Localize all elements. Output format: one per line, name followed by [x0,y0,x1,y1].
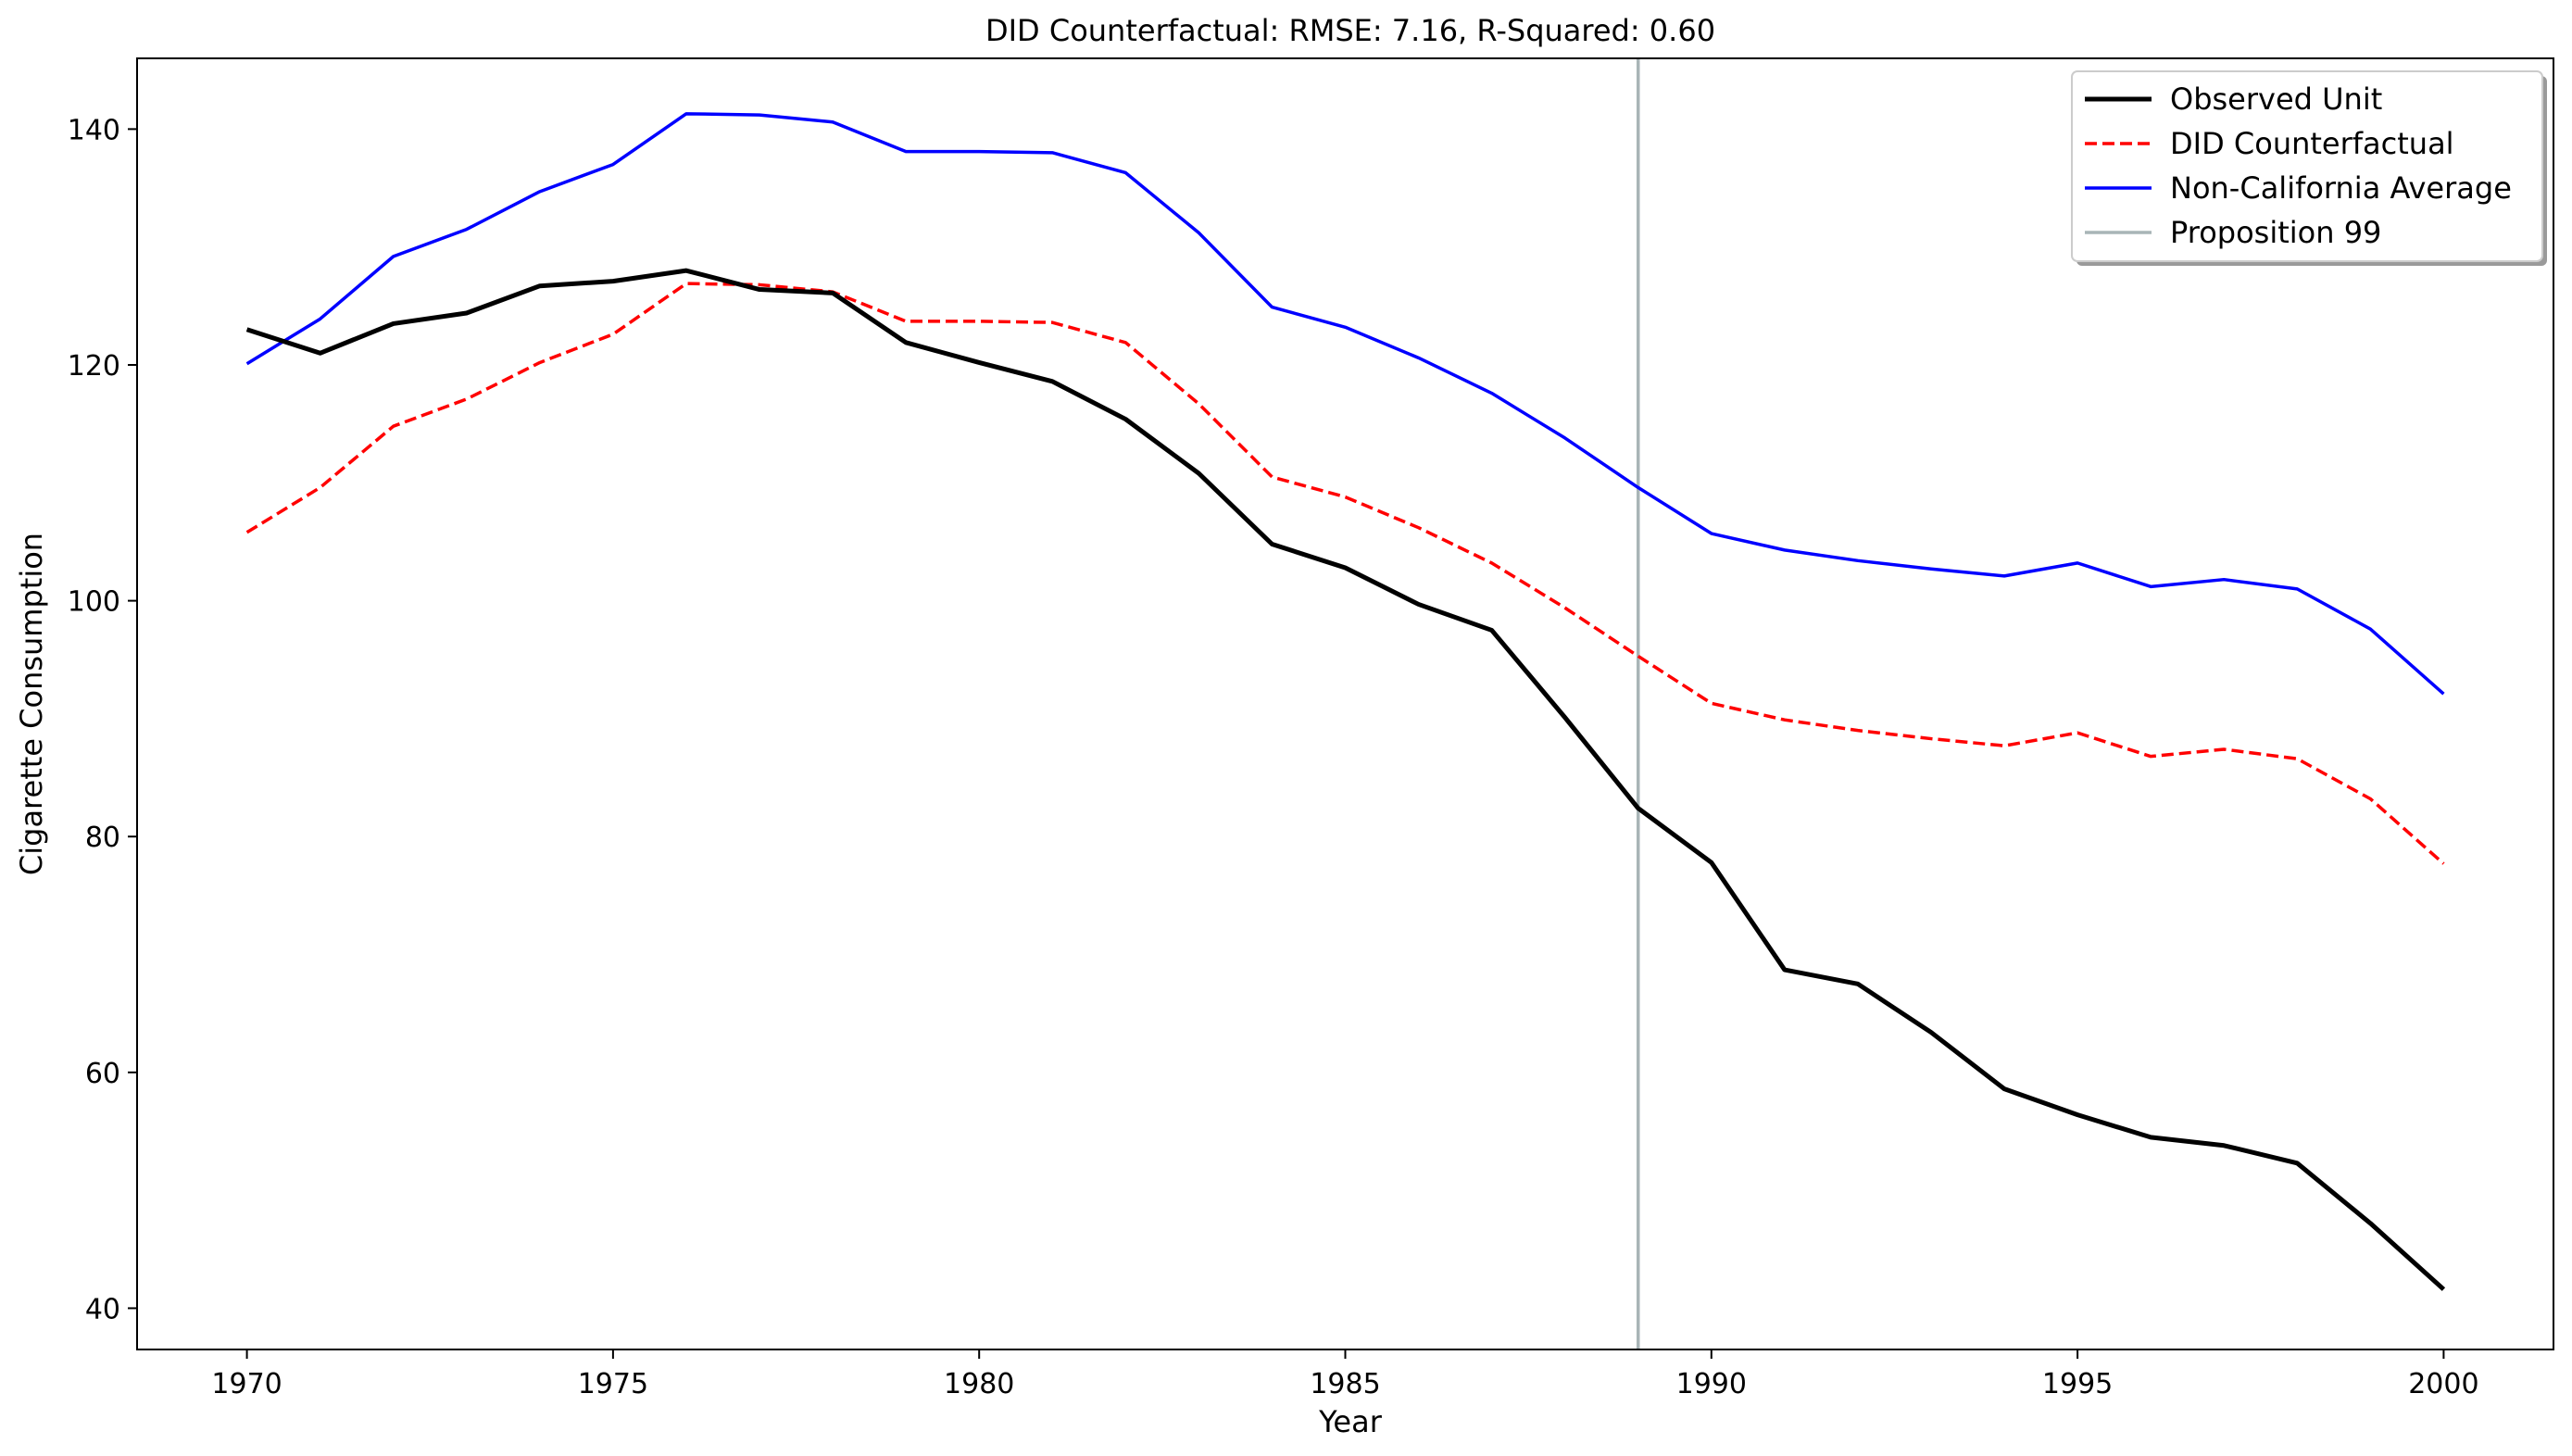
legend-label-observed-unit: Observed Unit [2170,82,2382,117]
x-tick-label: 1985 [1310,1368,1380,1400]
y-tick-label: 80 [85,822,120,854]
series-line-non-california-average [245,112,2445,696]
x-tick-label: 1980 [944,1368,1014,1400]
axes: 1970 1975 1980 1985 1990 1995 2000 40 60 80 100 120… [68,57,2554,1400]
legend-label-non-california-average: Non-California Average [2170,170,2512,206]
x-tick-label: 1995 [2042,1368,2113,1400]
legend-label-proposition-99: Proposition 99 [2170,215,2381,250]
plot-area [245,58,2446,1349]
y-axis-label: Cigarette Consumption [14,533,49,875]
y-tick-label: 120 [68,350,120,383]
legend-label-did-counterfactual: DID Counterfactual [2170,126,2454,161]
series-line-did-counterfactual [245,282,2445,865]
chart-title: DID Counterfactual: RMSE: 7.16, R-Square… [985,13,1715,48]
y-tick-label: 60 [85,1058,120,1090]
x-tick-label: 1990 [1676,1368,1747,1400]
x-tick-label: 1975 [578,1368,648,1400]
x-tick-label: 2000 [2408,1368,2478,1400]
y-tick-label: 100 [68,586,120,619]
x-tick-label: 1970 [211,1368,282,1400]
series-line-observed-unit [245,268,2446,1291]
y-tick-label: 40 [85,1293,120,1325]
x-axis-label: Year [1318,1404,1383,1439]
y-tick-label: 140 [68,114,120,146]
legend: Observed Unit DID Counterfactual Non-Calif… [2071,70,2547,266]
legend-box [2071,70,2543,262]
